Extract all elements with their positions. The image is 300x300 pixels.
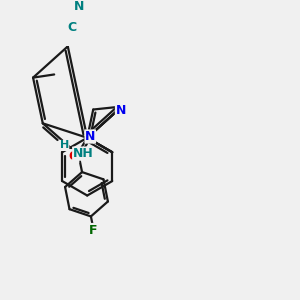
Text: N: N xyxy=(116,104,126,117)
Text: N: N xyxy=(74,0,84,13)
Text: NH: NH xyxy=(73,147,94,160)
Text: H: H xyxy=(59,140,69,150)
Text: N: N xyxy=(85,130,95,143)
Text: C: C xyxy=(68,21,76,34)
Text: F: F xyxy=(88,224,97,236)
Text: O: O xyxy=(68,150,79,163)
